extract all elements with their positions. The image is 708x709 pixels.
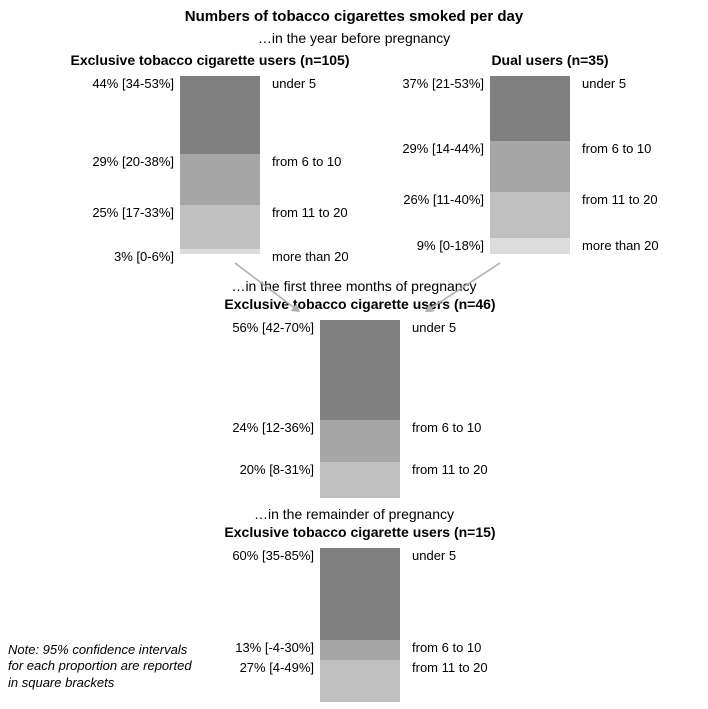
footnote-line: Note: 95% confidence intervals [8, 642, 192, 658]
footnote-line: for each proportion are reported [8, 658, 192, 674]
footnote: Note: 95% confidence intervalsfor each p… [8, 642, 192, 691]
flow-arrow-icon [0, 0, 708, 709]
footnote-line: in square brackets [8, 675, 192, 691]
